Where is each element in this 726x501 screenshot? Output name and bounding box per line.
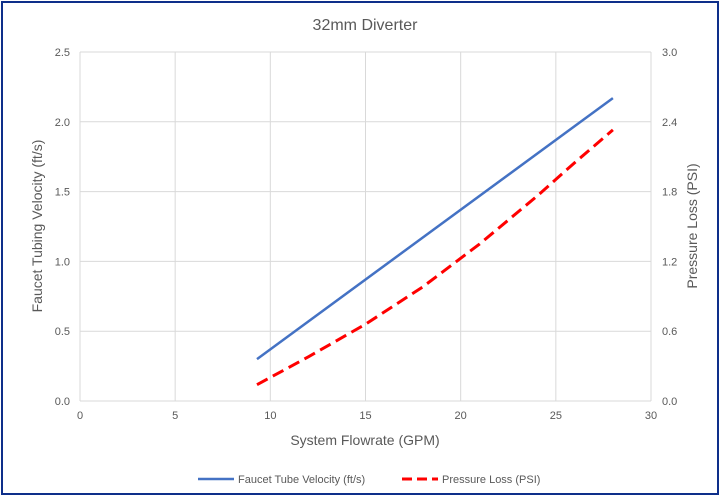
x-tick-label: 20 bbox=[455, 410, 467, 422]
legend-label-0: Faucet Tube Velocity (ft/s) bbox=[238, 474, 365, 486]
series-line-0 bbox=[256, 97, 614, 361]
x-tick-label: 10 bbox=[264, 410, 276, 422]
y2-tick-label: 2.4 bbox=[662, 117, 677, 129]
y-tick-label: 2.5 bbox=[55, 47, 70, 59]
legend: Faucet Tube Velocity (ft/s) Pressure Loss… bbox=[198, 474, 540, 486]
y-tick-label: 1.0 bbox=[55, 256, 70, 268]
y2-tick-label: 0.6 bbox=[662, 326, 677, 338]
y2-tick-label: 1.2 bbox=[662, 256, 677, 268]
y2-tick-label: 0.0 bbox=[662, 396, 677, 408]
y-tick-label: 2.0 bbox=[55, 117, 70, 129]
legend-label-1: Pressure Loss (PSI) bbox=[442, 474, 540, 486]
series-lines bbox=[256, 97, 614, 387]
x-tick-label: 15 bbox=[359, 410, 371, 422]
y2-tick-label: 1.8 bbox=[662, 187, 677, 199]
x-tick-label: 5 bbox=[172, 410, 178, 422]
y-axis-label: Faucet Tubing Velocity (ft/s) bbox=[29, 140, 45, 313]
y-tick-label: 1.5 bbox=[55, 187, 70, 199]
y2-axis-label: Pressure Loss (PSI) bbox=[684, 163, 700, 288]
x-tick-label: 25 bbox=[550, 410, 562, 422]
y2-tick-label: 3.0 bbox=[662, 47, 677, 59]
y-tick-label: 0.5 bbox=[55, 326, 70, 338]
chart-title: 32mm Diverter bbox=[313, 17, 419, 34]
y-tick-label: 0.0 bbox=[55, 396, 70, 408]
grid bbox=[79, 51, 652, 402]
x-axis-label: System Flowrate (GPM) bbox=[290, 432, 439, 448]
chart-frame bbox=[1, 1, 719, 495]
x-tick-label: 30 bbox=[645, 410, 657, 422]
tick-labels: 0 5 10 15 20 25 30 0.0 0.5 1.0 1.5 2.0 2.5 0.0 0.6 1.2 1… bbox=[55, 47, 678, 422]
series-line-1 bbox=[256, 128, 614, 387]
x-tick-label: 0 bbox=[77, 410, 83, 422]
